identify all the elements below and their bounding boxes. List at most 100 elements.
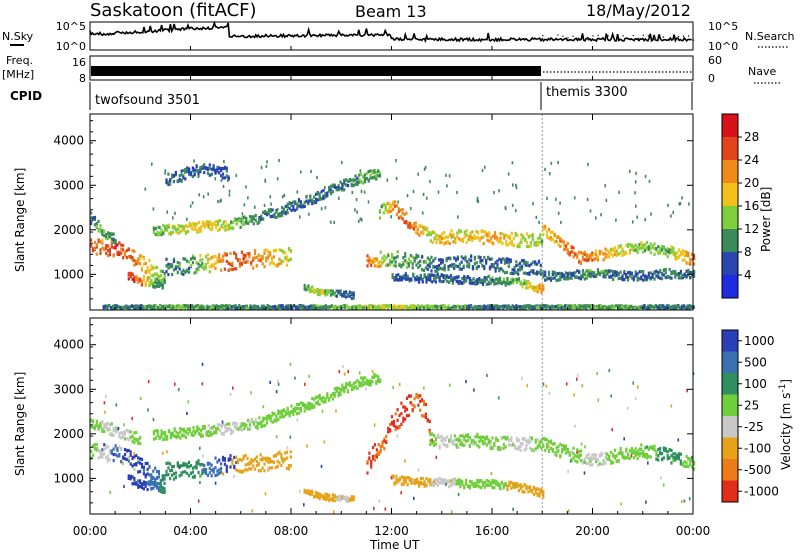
velocity-cell — [284, 458, 287, 462]
nsearch-point — [587, 37, 589, 39]
power-cell — [419, 274, 422, 278]
nsearch-point — [562, 35, 564, 37]
power-cell — [498, 278, 502, 283]
velocity-cell — [341, 495, 344, 499]
velocity-cell — [512, 443, 515, 447]
power-cell — [347, 305, 350, 309]
power-cell — [348, 290, 351, 294]
power-cell — [547, 305, 550, 309]
power-cell — [430, 304, 433, 308]
power-cell — [322, 289, 325, 293]
velocity-cell — [309, 404, 312, 408]
power-speckle — [493, 191, 495, 195]
power-speckle — [198, 193, 201, 197]
power-cell — [557, 278, 560, 282]
velocity-cell — [519, 448, 522, 452]
velocity-cell — [480, 486, 483, 490]
velocity-cell — [583, 457, 586, 461]
power-cell — [234, 306, 237, 310]
power-cell — [123, 250, 127, 254]
power-cell — [585, 253, 588, 257]
velocity-cell — [519, 487, 522, 491]
power-cell — [286, 202, 289, 206]
velocity-cell — [498, 485, 502, 489]
power-cell — [683, 254, 686, 258]
power-cell — [407, 261, 410, 265]
velocity-cell — [493, 441, 496, 445]
power-cell — [309, 306, 312, 310]
velocity-cell — [417, 394, 420, 398]
power-cell — [326, 191, 329, 195]
velocity-cell — [517, 489, 520, 493]
velocity-cell — [463, 484, 466, 488]
power-speckle — [550, 161, 553, 165]
power-cell — [483, 304, 486, 308]
velocity-cell — [196, 429, 199, 433]
power-cell — [110, 240, 113, 244]
power-cell — [198, 229, 201, 234]
velocity-cell — [642, 452, 645, 456]
power-cell — [93, 215, 96, 220]
power-cell — [563, 247, 566, 251]
velocity-cell — [390, 420, 394, 425]
velocity-cell — [532, 493, 535, 497]
velocity-cell — [596, 463, 600, 467]
velocity-cell — [421, 398, 424, 402]
power-cell — [507, 235, 510, 239]
velocity-cell — [659, 446, 662, 451]
power-speckle — [678, 202, 681, 206]
power-cell — [352, 296, 355, 300]
power-cell — [596, 304, 599, 309]
power-cell — [537, 236, 540, 240]
power-cell — [457, 275, 460, 279]
power-cell — [235, 222, 238, 226]
nsearch-point — [672, 34, 675, 36]
velocity-cell — [254, 425, 257, 429]
power-cell — [116, 243, 119, 247]
power-cell — [154, 266, 157, 270]
velocity-cell — [568, 451, 571, 455]
velocity-cell — [123, 457, 127, 461]
power-cell — [426, 306, 429, 310]
power-cell — [165, 181, 168, 185]
power-cell — [670, 272, 673, 276]
power-cell — [428, 305, 431, 309]
power-cell — [460, 267, 463, 271]
power-cell — [333, 293, 336, 297]
power-cell — [169, 263, 172, 267]
velocity-cell — [451, 482, 454, 486]
power-cell — [352, 184, 355, 188]
power-cell — [186, 269, 189, 273]
power-cell — [177, 231, 180, 235]
velocity-cell — [146, 472, 149, 476]
power-cell — [140, 304, 143, 308]
velocity-cell — [206, 473, 209, 477]
power-cell — [362, 306, 365, 310]
power-cell — [649, 276, 652, 280]
power-cell — [162, 307, 166, 311]
power-cell — [477, 255, 480, 259]
power-cell — [543, 304, 546, 308]
power-cell — [538, 287, 541, 291]
power-cell — [346, 179, 350, 183]
power-cell — [538, 285, 541, 289]
power-cell — [522, 304, 525, 308]
power-cell — [425, 275, 428, 279]
power-cell — [364, 305, 367, 309]
velocity-cell — [127, 455, 130, 460]
velocity-cell — [608, 454, 611, 459]
power-speckle — [363, 190, 366, 194]
power-cell — [545, 304, 548, 308]
velocity-cell — [203, 467, 206, 471]
power-cell — [107, 253, 110, 258]
velocity-cell — [400, 475, 404, 479]
velocity-cell — [253, 467, 257, 471]
power-cell — [210, 256, 213, 260]
power-cell — [685, 261, 688, 265]
power-cell — [438, 263, 441, 268]
power-cell — [172, 173, 176, 178]
power-cell — [509, 241, 512, 245]
velocity-cell — [453, 478, 456, 482]
power-cell — [472, 281, 475, 285]
power-speckle — [227, 178, 229, 182]
